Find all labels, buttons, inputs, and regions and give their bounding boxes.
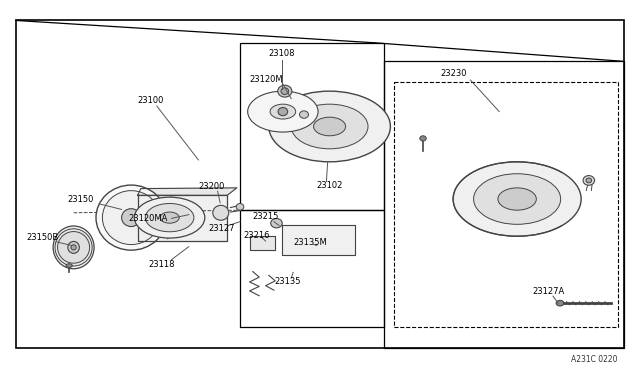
Text: 23127A: 23127A xyxy=(532,287,564,296)
Ellipse shape xyxy=(586,178,592,183)
Ellipse shape xyxy=(291,104,368,149)
Ellipse shape xyxy=(58,231,90,263)
Ellipse shape xyxy=(236,203,244,210)
Text: 23150B: 23150B xyxy=(27,233,59,242)
Ellipse shape xyxy=(556,301,564,306)
Text: 23135: 23135 xyxy=(274,277,300,286)
Text: 23108: 23108 xyxy=(269,49,295,58)
Ellipse shape xyxy=(278,108,288,116)
Bar xyxy=(240,210,384,327)
Text: 23150: 23150 xyxy=(67,195,93,203)
Ellipse shape xyxy=(122,209,141,227)
Ellipse shape xyxy=(300,111,308,118)
Ellipse shape xyxy=(134,197,205,238)
Text: 23118: 23118 xyxy=(148,260,175,269)
Ellipse shape xyxy=(271,218,282,228)
Polygon shape xyxy=(138,195,227,241)
Text: 23216: 23216 xyxy=(243,231,269,240)
Ellipse shape xyxy=(248,91,318,132)
Text: 23230: 23230 xyxy=(440,69,467,78)
Text: 23120MA: 23120MA xyxy=(128,214,168,223)
Text: 23135M: 23135M xyxy=(293,238,327,247)
Bar xyxy=(16,20,624,348)
Polygon shape xyxy=(250,236,275,250)
Text: A231C 0220: A231C 0220 xyxy=(571,355,618,364)
Ellipse shape xyxy=(68,241,79,253)
Ellipse shape xyxy=(53,226,94,269)
Bar xyxy=(394,82,618,327)
Polygon shape xyxy=(282,225,355,255)
Bar xyxy=(384,61,624,348)
Ellipse shape xyxy=(474,174,561,224)
Text: 23100: 23100 xyxy=(138,96,164,105)
Ellipse shape xyxy=(270,104,296,119)
Ellipse shape xyxy=(96,185,166,250)
Text: 23200: 23200 xyxy=(198,182,225,191)
Ellipse shape xyxy=(453,162,581,236)
Ellipse shape xyxy=(145,203,194,232)
Ellipse shape xyxy=(66,264,72,267)
Text: 23215: 23215 xyxy=(252,212,278,221)
Bar xyxy=(240,43,384,210)
Ellipse shape xyxy=(314,117,346,136)
Text: 23120M: 23120M xyxy=(250,76,284,84)
Ellipse shape xyxy=(71,245,76,250)
Text: 23102: 23102 xyxy=(317,181,343,190)
Ellipse shape xyxy=(583,176,595,185)
Ellipse shape xyxy=(278,85,292,97)
Ellipse shape xyxy=(102,190,160,245)
Ellipse shape xyxy=(160,212,179,223)
Ellipse shape xyxy=(498,188,536,210)
Polygon shape xyxy=(138,188,237,195)
Ellipse shape xyxy=(212,205,229,220)
Text: 23127: 23127 xyxy=(209,224,235,233)
Ellipse shape xyxy=(55,229,92,266)
Ellipse shape xyxy=(269,91,390,162)
Ellipse shape xyxy=(420,136,426,141)
Ellipse shape xyxy=(281,88,289,94)
